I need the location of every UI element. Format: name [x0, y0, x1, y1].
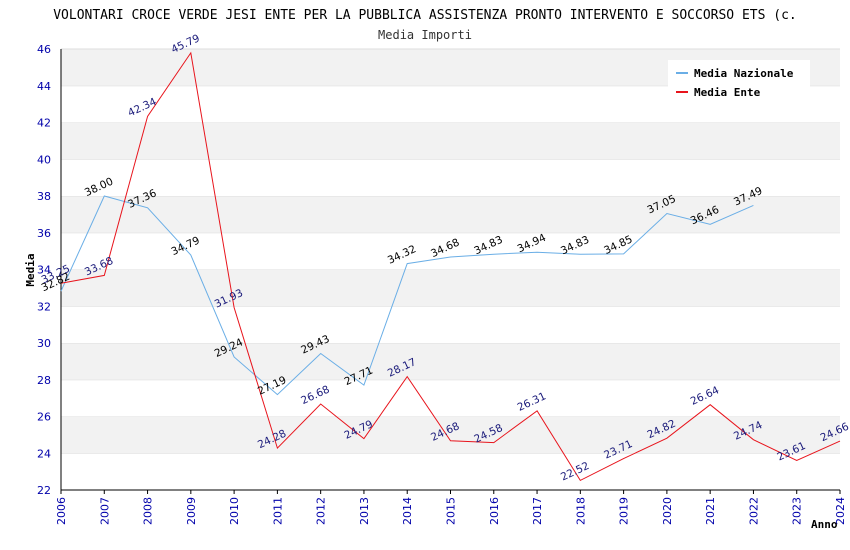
x-axis-label: Anno: [811, 518, 838, 531]
x-tick-label: 2013: [358, 497, 371, 525]
grid-band: [61, 453, 840, 490]
x-tick-label: 2012: [315, 497, 328, 525]
x-tick-label: 2010: [228, 497, 241, 525]
x-tick-label: 2018: [574, 497, 587, 525]
y-tick-label: 26: [37, 411, 51, 424]
x-axis-ticks: 2006 2007 2008 2009 2010 2011 2012 2013 2014 2015…: [55, 497, 847, 525]
x-tick-label: 2017: [531, 497, 544, 525]
x-tick-label: 2024: [834, 497, 847, 525]
series-line-media-nazionale: [60, 195, 754, 396]
grid-band: [61, 306, 840, 343]
grid-band: [61, 269, 840, 307]
y-tick-label: 24: [37, 447, 51, 460]
y-tick-label: 30: [37, 337, 51, 350]
y-tick-label: 46: [37, 43, 51, 56]
grid-band: [61, 343, 840, 380]
y-tick-label: 42: [37, 117, 51, 130]
grid-band: [61, 122, 840, 160]
y-tick-label: 32: [37, 300, 51, 313]
series-line-media-ente: [60, 51, 841, 482]
x-tick-label: 2011: [271, 497, 284, 525]
x-tick-label: 2008: [142, 497, 155, 525]
y-tick-label: 38: [37, 190, 51, 203]
y-tick-label: 40: [37, 153, 51, 166]
grid-band: [61, 416, 840, 454]
x-tick-label: 2006: [55, 497, 68, 525]
x-tick-label: 2022: [747, 497, 760, 525]
chart-subtitle: Media Importi: [378, 28, 472, 42]
x-tick-label: 2023: [791, 497, 804, 525]
grid-band: [61, 159, 840, 196]
grid-band: [61, 232, 840, 270]
x-tick-label: 2019: [618, 497, 631, 525]
legend-entry: Media Ente: [694, 86, 761, 99]
chart-title: VOLONTARI CROCE VERDE JESI ENTE PER LA P…: [53, 8, 797, 23]
y-tick-label: 22: [37, 484, 51, 497]
grid-band: [61, 196, 840, 233]
y-axis-ticks: 22 24 26 28 30 32 34 36 38 40 42 44 46: [37, 43, 51, 497]
legend: Media Nazionale Media Ente: [668, 60, 810, 102]
axes: [60, 49, 840, 491]
x-tick-label: 2009: [185, 497, 198, 525]
grid-band: [61, 379, 840, 417]
y-tick-label: 36: [37, 227, 51, 240]
x-tick-label: 2007: [98, 497, 111, 525]
y-axis-label: Media: [24, 253, 37, 286]
legend-entry: Media Nazionale: [694, 67, 794, 80]
x-tick-label: 2020: [661, 497, 674, 525]
series-lines: [60, 51, 841, 482]
x-tick-label: 2014: [401, 497, 414, 525]
y-tick-label: 44: [37, 80, 51, 93]
x-tick-label: 2016: [488, 497, 501, 525]
x-tick-label: 2021: [704, 497, 717, 525]
legend-box: [668, 60, 810, 102]
y-tick-label: 28: [37, 374, 51, 387]
y-tick-label: 34: [37, 264, 51, 277]
x-tick-label: 2015: [445, 497, 458, 525]
